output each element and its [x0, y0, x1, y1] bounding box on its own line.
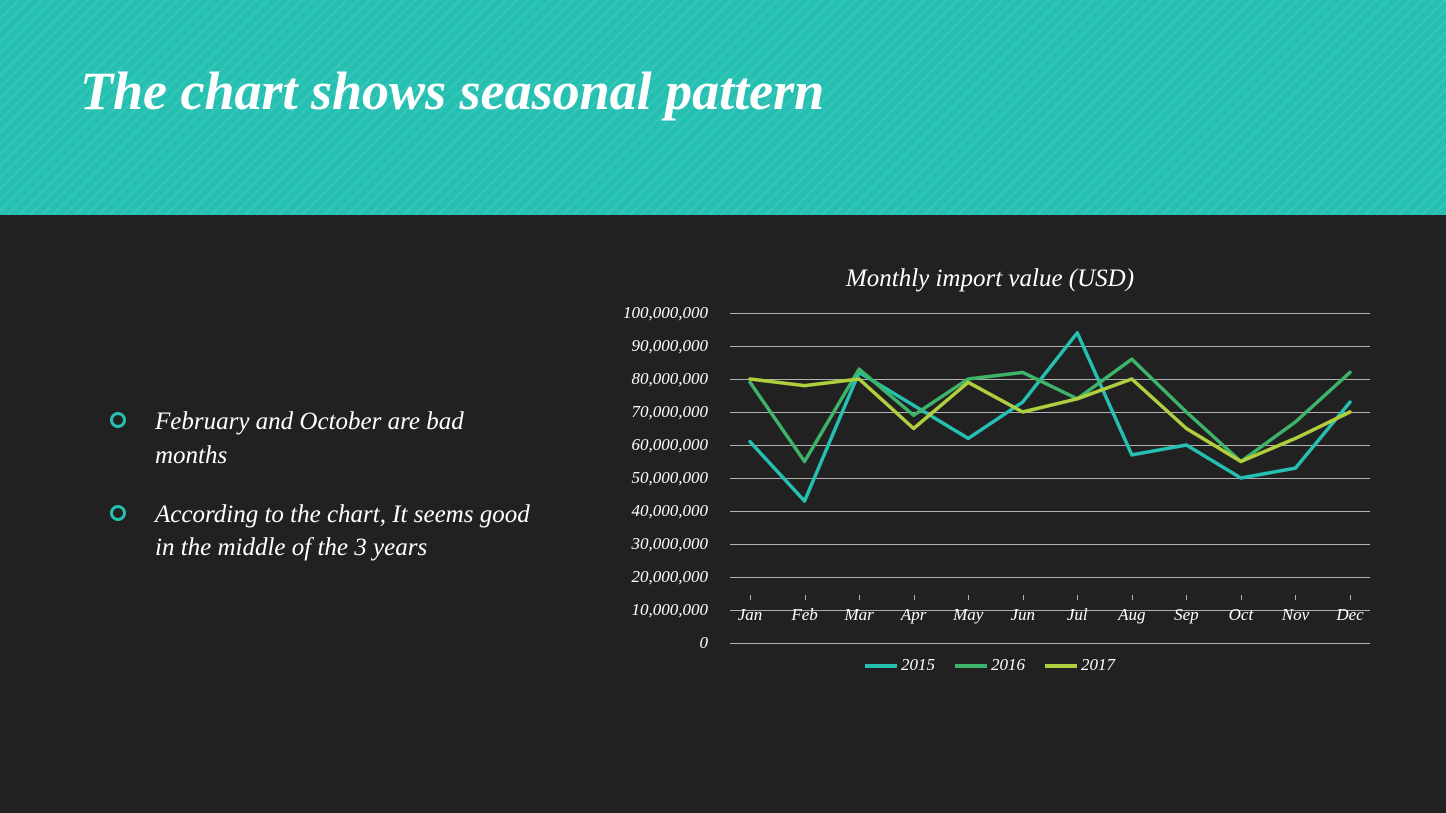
chart-x-tick-mark	[1241, 595, 1242, 600]
chart-y-tick-label: 60,000,000	[632, 435, 709, 455]
chart-x-tick-label: Jun	[1010, 605, 1035, 625]
chart-x-tick-label: Oct	[1229, 605, 1254, 625]
chart-x-tick-label: Sep	[1174, 605, 1199, 625]
chart-x-tick-label: Feb	[791, 605, 817, 625]
chart-x-axis: Jan Feb Mar Apr May Jun Jul Aug Sep Oct Nov Dec	[730, 605, 1370, 635]
slide-title: The chart shows seasonal pattern	[80, 60, 1446, 122]
bullet-item: According to the chart, It seems good in…	[120, 498, 540, 566]
chart-y-tick-label: 30,000,000	[632, 534, 709, 554]
bullet-item: February and October are bad months	[120, 405, 540, 473]
chart-legend-label: 2016	[991, 655, 1025, 674]
chart-x-tick-mark	[1023, 595, 1024, 600]
chart-gridline	[730, 643, 1370, 644]
chart-y-tick-label: 20,000,000	[632, 567, 709, 587]
chart-legend-swatch	[1045, 664, 1077, 668]
chart-y-tick-label: 100,000,000	[623, 303, 708, 323]
chart-x-tick-label: Apr	[901, 605, 927, 625]
chart-y-tick-label: 50,000,000	[632, 468, 709, 488]
chart-y-tick-label: 90,000,000	[632, 336, 709, 356]
bullet-text: February and October are bad months	[155, 408, 464, 469]
chart-title: Monthly import value (USD)	[580, 265, 1400, 293]
chart-series-line	[750, 359, 1350, 461]
slide-header: The chart shows seasonal pattern	[0, 0, 1446, 215]
chart-legend-swatch	[865, 664, 897, 668]
chart-x-tick-mark	[914, 595, 915, 600]
chart-x-tick-label: Jan	[738, 605, 763, 625]
slide-body: February and October are bad months Acco…	[0, 215, 1446, 813]
chart-x-tick-label: Mar	[844, 605, 873, 625]
chart-x-tick-label: Jul	[1067, 605, 1088, 625]
chart-x-tick-mark	[750, 595, 751, 600]
chart-legend-item: 2017	[1045, 655, 1115, 675]
chart-x-tick-label: May	[953, 605, 983, 625]
bullet-list: February and October are bad months Acco…	[120, 405, 540, 590]
bullet-text: According to the chart, It seems good in…	[155, 501, 530, 562]
chart-x-tick-mark	[859, 595, 860, 600]
chart-x-tick-label: Dec	[1336, 605, 1363, 625]
chart-x-tick-mark	[805, 595, 806, 600]
chart-y-tick-label: 70,000,000	[632, 402, 709, 422]
chart-plot-area: 010,000,00020,000,00030,000,00040,000,00…	[580, 313, 1400, 643]
chart-series-lines	[730, 313, 1370, 643]
chart-x-tick-label: Nov	[1282, 605, 1309, 625]
chart-legend-item: 2015	[865, 655, 935, 675]
chart-y-axis: 010,000,00020,000,00030,000,00040,000,00…	[580, 313, 720, 643]
chart-legend-item: 2016	[955, 655, 1025, 675]
chart-legend-label: 2017	[1081, 655, 1115, 674]
chart-x-tick-mark	[1350, 595, 1351, 600]
chart-y-tick-label: 40,000,000	[632, 501, 709, 521]
chart-x-tick-mark	[1077, 595, 1078, 600]
chart-legend-label: 2015	[901, 655, 935, 674]
chart-y-tick-label: 0	[700, 633, 709, 653]
chart-y-tick-label: 80,000,000	[632, 369, 709, 389]
chart-x-tick-mark	[1132, 595, 1133, 600]
chart-x-tick-mark	[1295, 595, 1296, 600]
chart-x-tick-mark	[1186, 595, 1187, 600]
line-chart: Monthly import value (USD) 0 10,000,000 20…	[580, 265, 1400, 785]
chart-y-tick-label: 10,000,000	[632, 600, 709, 620]
chart-legend: 2015 2016 2017	[580, 655, 1400, 675]
chart-x-tick-mark	[968, 595, 969, 600]
chart-x-tick-label: Aug	[1118, 605, 1145, 625]
chart-series-line	[750, 333, 1350, 501]
chart-legend-swatch	[955, 664, 987, 668]
